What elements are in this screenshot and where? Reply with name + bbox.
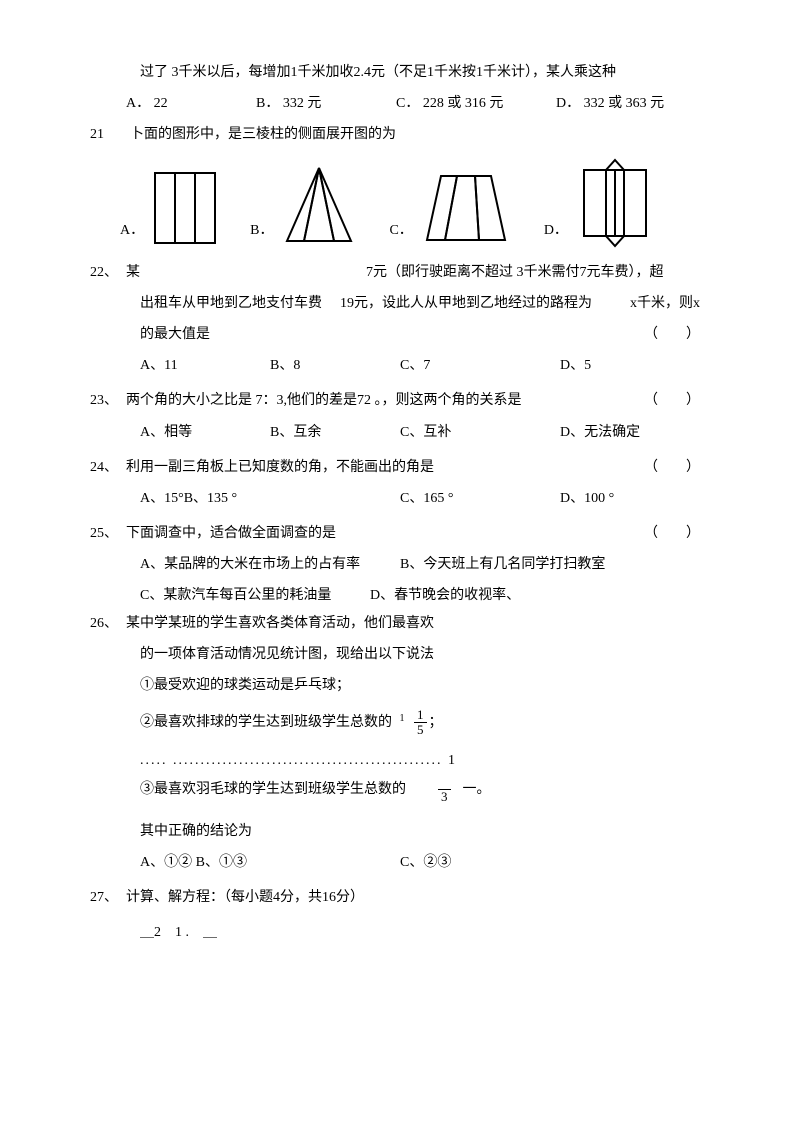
q24-d: D、100 ° bbox=[560, 486, 710, 511]
q26-line2: 的一项体育活动情况见统计图，现给出以下说法 bbox=[140, 642, 710, 667]
q21-num: 21 bbox=[90, 122, 130, 147]
paren: （ ） bbox=[644, 388, 700, 413]
q26-opts: A、①② B、①③ C、②③ bbox=[140, 850, 710, 875]
q23-c: C、互补 bbox=[400, 420, 560, 445]
q22-line1b: 7元（即行驶距离不超过 3千米需付7元车费），超 bbox=[366, 260, 664, 285]
q23-a: A、相等 bbox=[140, 420, 270, 445]
q25-b: B、今天班上有几名同学打扫教室 bbox=[400, 552, 605, 577]
q25: 25、 下面调查中，适合做全面调查的是 （ ） bbox=[90, 521, 710, 546]
q25-text: 下面调查中，适合做全面调查的是 bbox=[126, 526, 336, 541]
q22: 22、 某 7元（即行驶距离不超过 3千米需付7元车费），超 bbox=[90, 260, 710, 285]
paren: （ ） bbox=[644, 455, 700, 480]
q22-num: 22、 bbox=[90, 260, 126, 285]
shape-trapezoid-icon bbox=[419, 168, 514, 248]
shape-pyramid-icon bbox=[279, 163, 359, 248]
q25-a: A、某品牌的大米在市场上的占有率 bbox=[140, 552, 400, 577]
q24-c: C、165 ° bbox=[400, 486, 560, 511]
q22-opts: A、11 B、8 C、7 D、5 bbox=[140, 353, 710, 378]
q23-text: 两个角的大小之比是 7：3,他们的差是72 。，则这两个角的关系是 bbox=[126, 393, 522, 408]
paren: （ ） bbox=[644, 521, 700, 546]
q24-text: 利用一副三角板上已知度数的角，不能画出的角是 bbox=[126, 460, 434, 475]
q24-num: 24、 bbox=[90, 455, 126, 480]
q26-line1: 某中学某班的学生喜欢各类体育活动，他们最喜欢 bbox=[126, 616, 434, 631]
q23-num: 23、 bbox=[90, 388, 126, 413]
shape-rectangle-icon bbox=[150, 168, 220, 248]
q22-l2c: x千米，则x bbox=[630, 291, 700, 316]
q25-line2: A、某品牌的大米在市场上的占有率 B、今天班上有几名同学打扫教室 bbox=[140, 552, 710, 577]
q27-text: 计算、解方程：（每小题4分，共16分） bbox=[126, 890, 364, 905]
q26-a: A、①② B、①③ bbox=[140, 850, 400, 875]
q22-d: D、5 bbox=[560, 353, 710, 378]
context-line: 过了 3千米以后，每增加1千米加收2.4元（不足1千米按1千米计），某人乘这种 bbox=[140, 60, 710, 85]
q26-conclusion: 其中正确的结论为 bbox=[140, 819, 710, 844]
q24-b bbox=[320, 486, 400, 511]
q22-b: B、8 bbox=[270, 353, 400, 378]
q26-num: 26、 bbox=[90, 611, 126, 636]
shape-b-label: B． bbox=[250, 218, 273, 243]
q26-stmt1: ①最受欢迎的球类运动是乒乓球； bbox=[140, 673, 710, 698]
q26-stmt2: ②最喜欢排球的学生达到班级学生总数的 1 1 5 ； bbox=[140, 708, 710, 738]
fraction-icon: 3 bbox=[438, 775, 451, 805]
shape-prism-icon bbox=[574, 158, 659, 248]
q25-num: 25、 bbox=[90, 521, 126, 546]
q21: 21 卜面的图形中，是三棱柱的侧面展开图的为 bbox=[90, 122, 710, 147]
q24-a: A、15°B、135 ° bbox=[140, 486, 320, 511]
q26-stmt3: ③最喜欢羽毛球的学生达到班级学生总数的 3 一。 bbox=[140, 775, 710, 805]
q22-a: A、11 bbox=[140, 353, 270, 378]
q24-opts: A、15°B、135 ° C、165 ° D、100 ° bbox=[140, 486, 710, 511]
q26: 26、 某中学某班的学生喜欢各类体育活动，他们最喜欢 bbox=[90, 611, 710, 636]
q22-line2: 出租车从甲地到乙地支付车费 19元，设此人从甲地到乙地经过的路程为 x千米，则x bbox=[140, 291, 710, 316]
fraction-icon: 1 5 bbox=[414, 708, 427, 738]
q21-text: 卜面的图形中，是三棱柱的侧面展开图的为 bbox=[130, 122, 396, 147]
shape-c-label: C． bbox=[389, 218, 412, 243]
dotted-line: ..... ..................................… bbox=[140, 748, 710, 773]
q25-c: C、某款汽车每百公里的耗油量 bbox=[140, 583, 370, 608]
paren: （ ） bbox=[644, 322, 700, 347]
q22-line1a: 某 bbox=[126, 260, 366, 285]
q24: 24、 利用一副三角板上已知度数的角，不能画出的角是 （ ） bbox=[90, 455, 710, 480]
opt-d: D． 332 或 363 元 bbox=[556, 91, 710, 116]
q22-c: C、7 bbox=[400, 353, 560, 378]
q22-line3: 的最大值是 （ ） bbox=[140, 322, 710, 347]
q23-b: B、互余 bbox=[270, 420, 400, 445]
q22-l2b: 19元，设此人从甲地到乙地经过的路程为 bbox=[340, 291, 630, 316]
q23-opts: A、相等 B、互余 C、互补 D、无法确定 bbox=[140, 420, 710, 445]
q27: 27、 计算、解方程：（每小题4分，共16分） bbox=[90, 885, 710, 910]
opt-b: B． 332 元 bbox=[256, 91, 396, 116]
q27-expr: ＿2 1 . ＿ bbox=[140, 920, 710, 945]
q25-d: D、春节晚会的收视率、 bbox=[370, 583, 520, 608]
q23-d: D、无法确定 bbox=[560, 420, 710, 445]
shape-a-label: A． bbox=[120, 218, 144, 243]
q23: 23、 两个角的大小之比是 7：3,他们的差是72 。，则这两个角的关系是 （ … bbox=[90, 388, 710, 413]
q27-num: 27、 bbox=[90, 885, 126, 910]
q22-l2a: 出租车从甲地到乙地支付车费 bbox=[140, 291, 340, 316]
q25-line3: C、某款汽车每百公里的耗油量 D、春节晚会的收视率、 bbox=[140, 583, 710, 608]
top-options: A． 22 B． 332 元 C． 228 或 316 元 D． 332 或 3… bbox=[126, 91, 710, 116]
q21-shapes: A． B． C． D． bbox=[120, 158, 710, 248]
opt-c: C． 228 或 316 元 bbox=[396, 91, 556, 116]
shape-d-label: D． bbox=[544, 218, 568, 243]
opt-a: A． 22 bbox=[126, 91, 256, 116]
q26-c: C、②③ bbox=[400, 850, 451, 875]
